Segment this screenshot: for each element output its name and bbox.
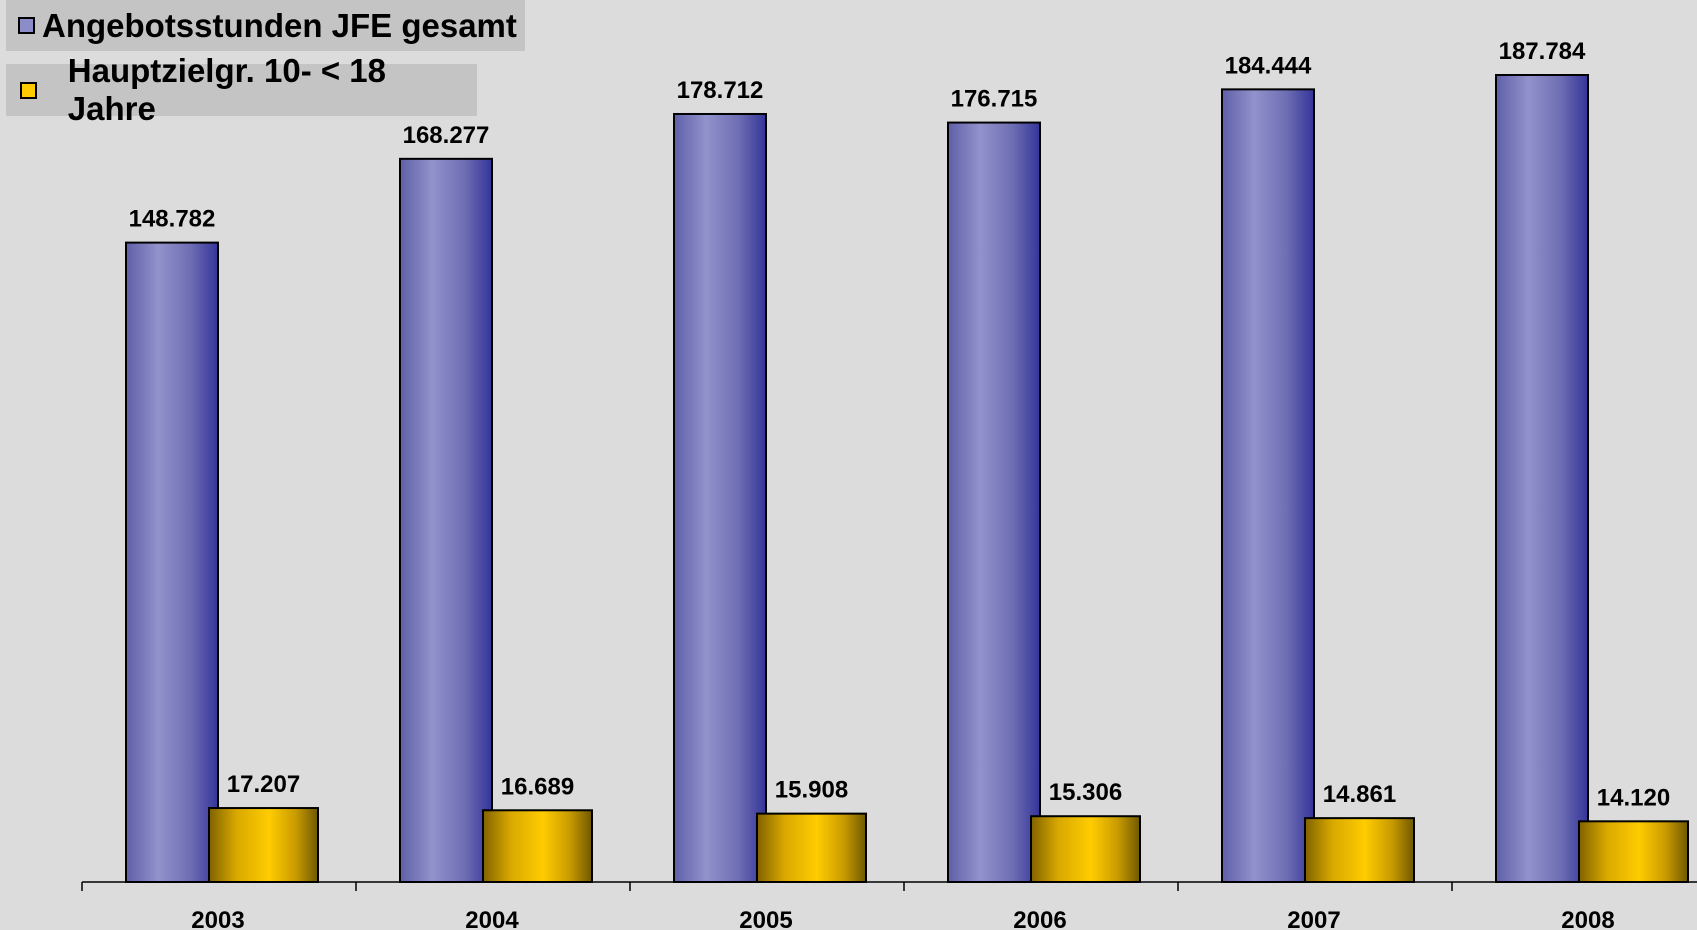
data-label-total-hours-2008: 187.784	[1499, 38, 1586, 65]
data-label-total-hours-2006: 176.715	[951, 86, 1038, 113]
bar-total-hours-2006	[947, 121, 1041, 884]
bar-target-group-2006	[1030, 815, 1141, 883]
bar-total-hours-2003	[125, 241, 219, 884]
x-tick-label-2007: 2007	[1287, 907, 1340, 930]
bar-total-hours-2007	[1221, 88, 1315, 883]
data-label-target-group-2005: 15.908	[775, 777, 848, 804]
bar-total-hours-2005	[673, 112, 767, 884]
data-label-total-hours-2005: 178.712	[677, 77, 764, 104]
data-label-total-hours-2004: 168.277	[403, 122, 490, 149]
legend-swatch-target-group	[20, 81, 37, 99]
bar-target-group-2008	[1578, 820, 1689, 884]
bar-target-group-2005	[756, 812, 867, 883]
value-labels: 148.782 17.207 168.277 16.689 178.712 15.908 1…	[129, 38, 1671, 811]
legend-label-target-group: Hauptzielgr. 10- < 18 Jahre	[67, 52, 387, 127]
x-tick-label-2008: 2008	[1561, 907, 1614, 930]
legend-swatch-total-hours	[18, 17, 35, 34]
data-label-total-hours-2003: 148.782	[129, 206, 216, 233]
x-tick-label-2006: 2006	[1013, 907, 1066, 930]
data-label-target-group-2008: 14.120	[1597, 784, 1670, 811]
bars	[125, 74, 1689, 884]
x-tick-label-2005: 2005	[739, 907, 792, 930]
data-label-target-group-2006: 15.306	[1049, 779, 1122, 806]
x-tick-label-2003: 2003	[191, 907, 244, 930]
bar-target-group-2007	[1304, 817, 1415, 884]
data-label-total-hours-2007: 184.444	[1225, 52, 1312, 79]
bar-total-hours-2008	[1495, 74, 1589, 883]
legend-label-total-hours: Angebotsstunden JFE gesamt	[42, 6, 517, 44]
x-tick-labels: 2003 2004 2005 2006 2007 2008	[191, 907, 1614, 930]
x-axis	[81, 881, 1697, 891]
data-label-target-group-2003: 17.207	[227, 771, 300, 798]
bar-total-hours-2004	[399, 157, 493, 883]
bar-target-group-2003	[208, 807, 319, 884]
legend-item-total-hours: Angebotsstunden JFE gesamt	[6, 0, 525, 51]
bar-target-group-2004	[482, 809, 593, 883]
legend-item-target-group: Hauptzielgr. 10- < 18 Jahre	[6, 52, 477, 127]
x-tick-label-2004: 2004	[465, 907, 519, 930]
data-label-target-group-2004: 16.689	[501, 773, 574, 800]
data-label-target-group-2007: 14.861	[1323, 781, 1396, 808]
